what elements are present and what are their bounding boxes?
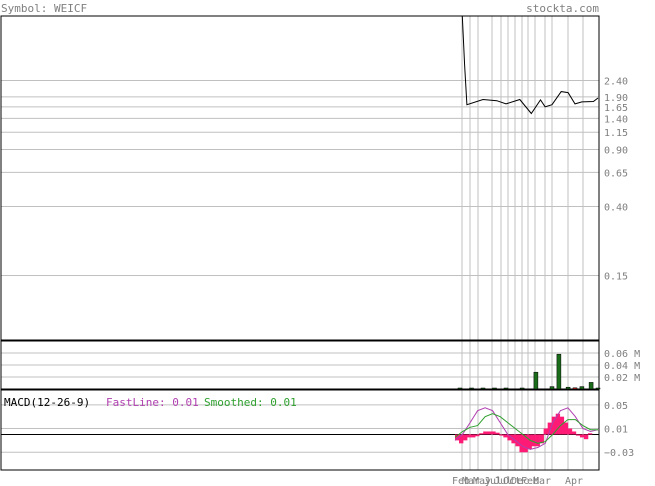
volume-bar [595,387,601,390]
price-tick-label: 0.90 [604,145,628,156]
macd-legend-label: MACD(12-26-9) [4,396,90,409]
macd-histogram-bar [467,434,472,438]
price-tick-label: 2.40 [604,76,628,87]
price-tick-label: 1.90 [604,93,628,104]
macd-histogram-bar [519,434,524,453]
volume-bar [480,387,486,390]
macd-histogram [455,413,593,453]
month-label: Apr [565,476,583,486]
symbol-label: Symbol: WEICF [1,2,87,15]
price-vertical-grid [461,16,584,340]
site-label: stockta.com [526,2,599,15]
macd-histogram-bar [495,432,500,435]
volume-tick-label: 0.06 M [604,349,640,360]
price-tick-label: 0.15 [604,272,628,283]
macd-tick-labels: 0.05 0.01 −0.03 [604,401,634,459]
month-label: Oct [503,476,521,486]
macd-panel: 0.05 0.01 −0.03 MACD(12-26-9) FastLine: 0.… [0,389,634,471]
macd-histogram-bar [503,434,508,438]
price-panel: 2.40 1.901.651.40 1.15 0.90 0.65 0.40 0.15 [0,15,628,341]
month-label: Mar [533,476,551,486]
macd-histogram-bar [551,416,557,435]
macd-histogram-bar [539,434,544,444]
macd-panel-frame [0,389,600,471]
macd-histogram-bar [527,434,532,450]
price-tick-labels: 2.40 1.901.651.40 1.15 0.90 0.65 0.40 0.15 [604,76,628,282]
month-label: Mar [462,476,480,486]
macd-histogram-bar [515,434,520,447]
macd-histogram-bar [491,431,496,435]
volume-bar [572,387,578,390]
macd-histogram-bar [583,434,589,440]
volume-bar [579,386,585,390]
volume-vertical-grid [461,341,584,389]
volume-bar [565,386,571,390]
macd-histogram-bar [523,434,528,453]
macd-histogram-bar [471,434,476,438]
macd-tick-label: 0.05 [604,401,628,412]
macd-histogram-bar [543,428,548,435]
volume-tick-labels: 0.06 M0.04 M0.02 M [604,349,640,384]
macd-histogram-bar [563,422,569,435]
macd-histogram-bar [479,433,484,435]
macd-histogram-bar [575,434,581,436]
price-tick-label: 1.65 [604,103,628,114]
volume-bars [457,353,601,390]
volume-bar [533,371,539,390]
month-label: May [473,476,491,486]
macd-histogram-bar [571,431,577,435]
price-tick-label: 1.40 [604,114,628,125]
volume-bar [492,387,497,390]
macd-histogram-bar [507,434,512,441]
macd-histogram-bar [559,416,565,435]
volume-grid [1,352,599,378]
volume-bar [549,386,555,390]
macd-fast-legend: FastLine: 0.01 [106,396,199,409]
macd-tick-label: 0.01 [604,425,628,436]
macd-histogram-bar [555,413,561,435]
price-tick-label: 0.65 [604,168,628,179]
macd-histogram-bar [455,434,460,441]
volume-panel-frame [0,340,600,390]
volume-bar [469,387,474,390]
macd-smooth-line [454,413,598,444]
month-label: Feb [521,476,539,486]
macd-histogram-bar [499,434,504,436]
macd-histogram-bar [579,434,585,438]
volume-bar [503,387,509,390]
volume-bar [457,387,463,390]
macd-histogram-bar [547,422,553,435]
volume-bar [556,353,562,390]
volume-bar [588,382,594,390]
month-label: Feb [452,476,470,486]
macd-histogram-bar [487,431,492,435]
volume-bar [519,387,525,390]
price-line [460,15,599,115]
macd-histogram-bar [567,428,573,435]
macd-histogram-bar [587,433,593,435]
macd-histogram-bar [483,431,488,435]
price-tick-label: 0.40 [604,203,628,214]
month-label: Jul [484,476,502,486]
price-tick-label: 1.15 [604,128,628,139]
macd-histogram-bar [463,434,468,441]
price-grid [1,79,599,277]
month-label: Jul [494,476,512,486]
macd-fast-line [454,407,599,450]
macd-histogram-bar [459,434,464,444]
macd-histogram-bar [535,434,540,447]
volume-panel: 0.06 M0.04 M0.02 M [0,340,640,390]
volume-tick-label: 0.02 M [604,373,640,384]
macd-tick-label: −0.03 [604,448,634,459]
macd-histogram-bar [475,434,480,437]
macd-histogram-bar [531,434,536,447]
price-panel-frame [0,15,600,341]
month-label: Dec [511,476,529,486]
macd-grid [1,404,599,453]
macd-smooth-legend: Smoothed: 0.01 [204,396,297,409]
volume-tick-label: 0.04 M [604,361,640,372]
